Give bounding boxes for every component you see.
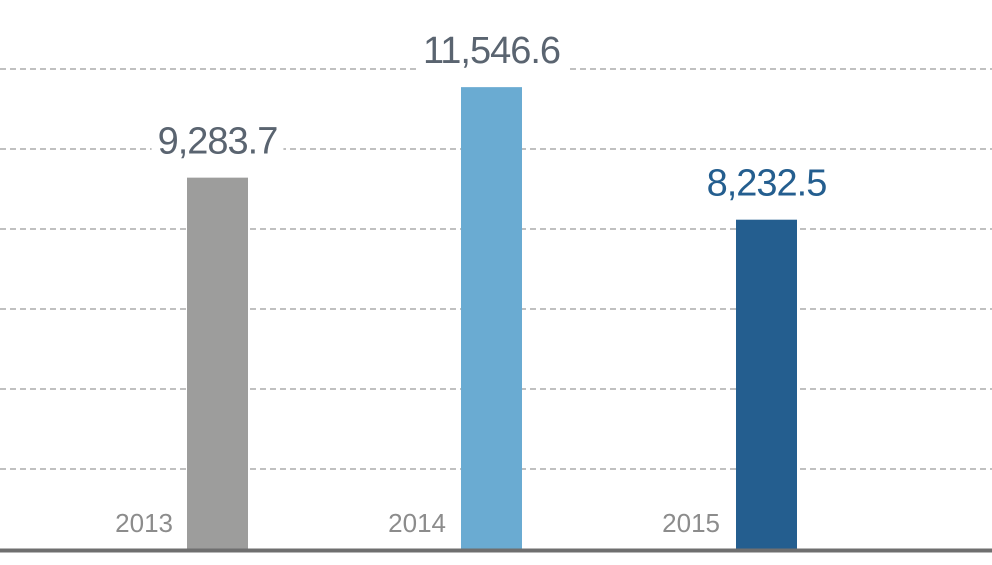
bars [187,87,797,550]
category-label-2013: 2013 [115,508,173,538]
value-label-2014: 11,546.6 [423,30,560,72]
category-label-2015: 2015 [662,508,720,538]
bar-2014 [461,87,522,550]
value-label-2015: 8,232.5 [707,163,827,205]
value-label-2013: 9,283.7 [158,121,278,163]
bar-2015 [736,219,797,549]
value-label-backing [700,162,833,205]
category-label-2014: 2014 [388,508,446,538]
bar-2013 [187,177,248,550]
labels: 9,283.7 2013 11,546.6 2014 8,232.5 2015 [115,30,833,538]
value-label-backing [416,30,567,73]
value-label-backing [151,120,284,163]
